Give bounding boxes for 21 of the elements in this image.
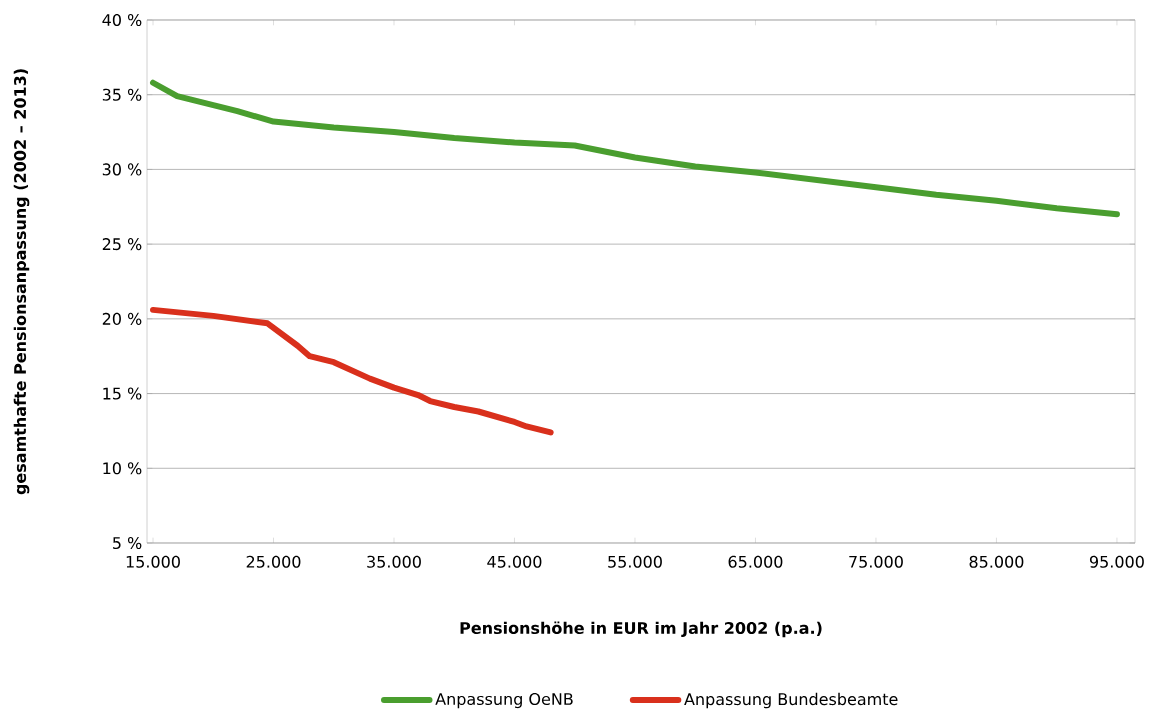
x-tick-label: 85.000 xyxy=(969,555,1024,568)
y-tick-label: 30 % xyxy=(102,163,142,176)
y-tick-label: 25 % xyxy=(102,238,142,251)
x-tick-label: 55.000 xyxy=(608,555,662,568)
x-tick-label: 45.000 xyxy=(487,555,542,568)
x-axis-title: Pensionshöhe in EUR im Jahr 2002 (p.a.) xyxy=(460,621,822,638)
x-tick-label: 75.000 xyxy=(849,555,903,568)
y-tick-label: 40 % xyxy=(102,13,142,27)
y-tick-label: 15 % xyxy=(103,387,142,400)
legend-label: Anpassung OeNB xyxy=(435,692,573,709)
legend-label: Anpassung Bundesbeamte xyxy=(684,692,898,709)
x-tick-label: 25.000 xyxy=(246,555,301,568)
x-tick-label: 15.000 xyxy=(126,555,180,568)
y-axis-title: gesamthafte Pensionsanpassung (2002 – 2013) xyxy=(13,69,30,495)
y-tick-label: 20 % xyxy=(102,312,142,325)
y-tick-label: 35 % xyxy=(102,88,142,101)
x-tick-label: 95.000 xyxy=(1089,555,1144,568)
y-tick-label: 10 % xyxy=(103,462,142,475)
y-tick-label: 5 % xyxy=(113,536,142,550)
x-tick-label: 65.000 xyxy=(728,555,783,568)
x-tick-label: 35.000 xyxy=(367,555,421,568)
